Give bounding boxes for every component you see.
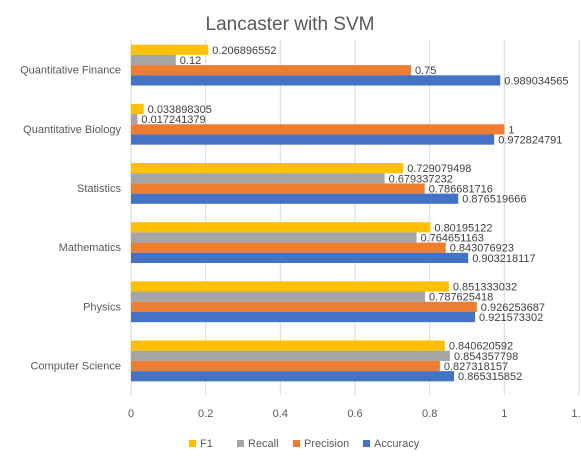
gridlines bbox=[130, 40, 580, 395]
data-label-f1: 0.033898305 bbox=[148, 104, 212, 116]
bar-f1 bbox=[131, 340, 445, 351]
x-tick-label-2: 0.4 bbox=[273, 408, 288, 420]
category-label: Mathematics bbox=[59, 242, 122, 254]
x-tick-label-1: 0.2 bbox=[198, 408, 213, 420]
bar-f1 bbox=[131, 281, 449, 292]
category-label: Statistics bbox=[77, 183, 122, 195]
data-label-accuracy: 0.876519666 bbox=[462, 194, 526, 206]
bar-accuracy bbox=[131, 371, 455, 382]
bar-precision bbox=[131, 65, 411, 76]
category-labels: Quantitative Finance Quantitative Biology… bbox=[20, 65, 121, 373]
data-label-precision: 0.843076923 bbox=[450, 243, 514, 255]
data-label-recall: 0.854357798 bbox=[454, 351, 518, 363]
x-axis-tick-labels: 0 0.2 0.4 0.6 0.8 1 1.2 bbox=[128, 408, 581, 420]
data-label-accuracy: 0.989034565 bbox=[504, 75, 568, 87]
x-tick-label-5: 1 bbox=[501, 408, 507, 420]
data-label-recall: 0.12 bbox=[180, 55, 201, 67]
data-label-f1: 0.851333032 bbox=[453, 281, 517, 293]
bar-recall bbox=[131, 173, 385, 184]
legend-label-recall: Recall bbox=[248, 438, 279, 450]
data-label-accuracy: 0.903218117 bbox=[472, 253, 535, 265]
data-label-precision: 0.827318157 bbox=[444, 361, 508, 373]
data-labels: 0.206896552 0.12 0.75 0.989034565 0.03389830… bbox=[141, 45, 568, 383]
data-label-accuracy: 0.865315852 bbox=[458, 371, 522, 383]
data-label-accuracy: 0.921573302 bbox=[479, 312, 543, 324]
bar-precision bbox=[131, 360, 440, 372]
legend-swatch-recall bbox=[237, 440, 244, 447]
legend-label-accuracy: Accuracy bbox=[374, 438, 420, 450]
category-label: Computer Science bbox=[31, 360, 122, 372]
legend-swatch-accuracy bbox=[363, 440, 370, 447]
legend-label-f1: F1 bbox=[200, 438, 213, 450]
category-label: Quantitative Finance bbox=[20, 65, 121, 77]
data-label-f1: 0.840620592 bbox=[449, 341, 513, 353]
bar-precision bbox=[131, 183, 425, 194]
legend-swatch-precision bbox=[293, 440, 300, 447]
legend-swatch-f1 bbox=[189, 440, 196, 447]
x-tick-label-3: 0.6 bbox=[347, 408, 362, 420]
data-label-recall: 0.764651163 bbox=[420, 233, 483, 245]
bar-recall bbox=[131, 291, 426, 302]
data-label-recall: 0.787625418 bbox=[429, 292, 493, 304]
bar-accuracy bbox=[131, 75, 501, 86]
category-label: Quantitative Biology bbox=[23, 124, 121, 136]
bar-recall bbox=[131, 54, 176, 66]
data-label-f1: 0.80195122 bbox=[434, 222, 492, 234]
x-tick-label-4: 0.8 bbox=[422, 408, 437, 420]
bar-f1 bbox=[131, 44, 209, 55]
bar-precision bbox=[131, 242, 446, 253]
bar-precision bbox=[131, 301, 477, 312]
data-label-precision: 1 bbox=[508, 124, 514, 136]
data-label-precision: 0.75 bbox=[415, 65, 436, 77]
data-label-precision: 0.786681716 bbox=[429, 184, 493, 196]
data-label-accuracy: 0.972824791 bbox=[498, 135, 562, 147]
data-label-recall: 0.017241379 bbox=[141, 114, 205, 126]
x-tick-label-0: 0 bbox=[128, 408, 134, 420]
data-label-precision: 0.926253687 bbox=[481, 302, 545, 314]
bar-f1 bbox=[131, 222, 431, 233]
x-tick-label-6: 1.2 bbox=[571, 408, 581, 420]
bar-recall bbox=[131, 114, 138, 125]
bar-accuracy bbox=[131, 134, 495, 145]
bar-accuracy bbox=[131, 311, 476, 323]
bar-accuracy bbox=[131, 193, 459, 204]
bars bbox=[131, 44, 505, 382]
bar-precision bbox=[131, 124, 505, 135]
bar-f1 bbox=[131, 103, 144, 115]
data-label-recall: 0.679337232 bbox=[389, 173, 453, 185]
bar-recall bbox=[131, 350, 450, 361]
data-label-f1: 0.206896552 bbox=[212, 45, 276, 57]
chart-title: Lancaster with SVM bbox=[206, 14, 375, 35]
data-label-f1: 0.729079498 bbox=[407, 163, 471, 175]
bar-accuracy bbox=[131, 252, 469, 263]
legend: F1 Recall Precision Accuracy bbox=[189, 438, 420, 450]
bar-recall bbox=[131, 232, 417, 243]
category-label: Physics bbox=[83, 301, 121, 313]
legend-label-precision: Precision bbox=[304, 438, 349, 450]
bar-f1 bbox=[131, 163, 404, 174]
